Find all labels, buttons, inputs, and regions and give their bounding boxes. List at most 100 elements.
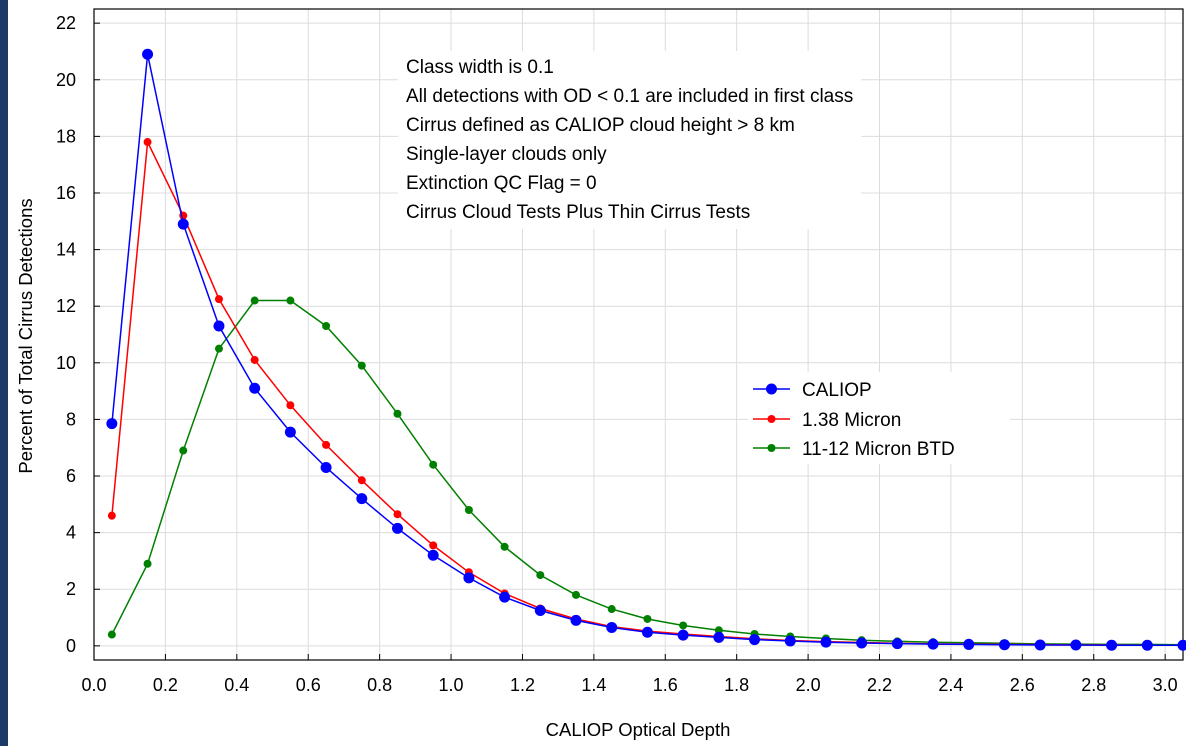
annotation-line-4: Single-layer clouds only	[406, 144, 607, 165]
legend-item-1-38-micron: 1.38 Micron	[753, 410, 901, 431]
x-tick-label: 1.8	[724, 675, 749, 695]
plot-area-frame	[93, 8, 1184, 661]
x-tick-label: 0.6	[296, 675, 321, 695]
data-point-1-38-micron	[214, 295, 223, 304]
data-point-caliop	[856, 637, 868, 649]
data-point-caliop	[106, 418, 118, 430]
data-point-caliop	[784, 635, 796, 647]
data-point-1-38-micron	[143, 138, 152, 147]
data-point-11-12-micron-btd	[643, 614, 652, 623]
legend-background	[748, 372, 1010, 464]
data-point-1-38-micron	[429, 541, 438, 550]
data-point-11-12-micron-btd	[357, 361, 366, 370]
data-point-11-12-micron-btd	[393, 409, 402, 418]
annotation-line-6: Cirrus Cloud Tests Plus Thin Cirrus Test…	[406, 202, 750, 223]
x-axis-title: CALIOP Optical Depth	[546, 719, 731, 740]
data-point-1-38-micron	[393, 510, 402, 519]
data-point-caliop	[142, 48, 154, 60]
y-tick-label: 16	[56, 183, 76, 203]
data-point-11-12-micron-btd	[500, 542, 509, 551]
data-point-caliop	[356, 493, 368, 505]
data-point-caliop	[606, 621, 618, 633]
x-tick-label: 0.8	[367, 675, 392, 695]
y-tick-label: 8	[66, 409, 76, 429]
x-tick-label: 1.4	[581, 675, 606, 695]
data-point-caliop	[641, 626, 653, 638]
data-point-caliop	[463, 572, 475, 584]
data-point-caliop	[1070, 639, 1082, 651]
data-point-11-12-micron-btd	[572, 590, 581, 599]
data-point-11-12-micron-btd	[143, 559, 152, 568]
data-point-caliop	[391, 522, 403, 534]
data-point-caliop	[177, 218, 189, 230]
annotation-line-2: All detections with OD < 0.1 are include…	[406, 86, 853, 107]
y-tick-label: 22	[56, 13, 76, 33]
data-point-11-12-micron-btd	[214, 344, 223, 353]
data-point-1-38-micron	[322, 440, 331, 449]
data-point-11-12-micron-btd	[607, 605, 616, 614]
x-tick-label: 2.8	[1081, 675, 1106, 695]
data-point-11-12-micron-btd	[679, 621, 688, 630]
axis-ticks	[93, 22, 1166, 660]
data-point-caliop	[713, 631, 725, 643]
x-tick-label: 2.2	[867, 675, 892, 695]
legend-label-11-12-micron-btd: 11-12 Micron BTD	[802, 439, 955, 460]
data-point-caliop	[820, 636, 832, 648]
data-point-caliop	[570, 614, 582, 626]
legend-marker-11-12-micron-btd	[767, 444, 776, 452]
data-point-caliop	[677, 629, 689, 641]
data-point-11-12-micron-btd	[286, 296, 295, 305]
annotation-line-5: Extinction QC Flag = 0	[406, 173, 597, 194]
data-point-11-12-micron-btd	[179, 446, 188, 455]
data-point-caliop	[1141, 639, 1153, 651]
x-tick-label: 1.6	[653, 675, 678, 695]
x-tick-label: 0.2	[153, 675, 178, 695]
x-tick-label: 2.0	[796, 675, 821, 695]
legend-label-1-38-micron: 1.38 Micron	[802, 410, 901, 431]
data-point-caliop	[213, 320, 225, 332]
data-point-11-12-micron-btd	[250, 296, 259, 305]
y-tick-labels: 0 2 4 6 8 10 12 14 16 18 20 22	[56, 13, 76, 656]
legend-item-caliop: CALIOP	[753, 380, 872, 401]
y-tick-label: 14	[56, 240, 76, 260]
legend: CALIOP 1.38 Micron 11-12 Micron BTD	[748, 372, 1010, 464]
data-point-caliop	[284, 426, 296, 438]
annotation-line-3: Cirrus defined as CALIOP cloud height > …	[406, 115, 795, 136]
annotation-line-1: Class width is 0.1	[406, 57, 554, 78]
y-tick-label: 20	[56, 70, 76, 90]
data-point-1-38-micron	[357, 476, 366, 485]
annotation-box: Class width is 0.1 All detections with O…	[398, 51, 862, 229]
legend-marker-1-38-micron	[767, 415, 776, 423]
legend-item-11-12-micron-btd: 11-12 Micron BTD	[753, 439, 955, 460]
y-tick-label: 6	[66, 466, 76, 486]
x-tick-label: 2.4	[938, 675, 963, 695]
x-tick-label: 1.0	[439, 675, 464, 695]
data-point-caliop	[427, 549, 439, 561]
series-caliop	[106, 48, 1186, 651]
y-tick-label: 4	[66, 523, 76, 543]
data-point-caliop	[320, 462, 332, 474]
left-frame-border	[0, 0, 8, 746]
x-tick-label: 1.2	[510, 675, 535, 695]
y-axis-title: Percent of Total Cirrus Detections	[15, 198, 36, 473]
x-tick-label: 2.6	[1010, 675, 1035, 695]
y-tick-label: 12	[56, 296, 76, 316]
data-point-caliop	[249, 382, 261, 394]
x-tick-label: 0.4	[224, 675, 249, 695]
data-point-11-12-micron-btd	[107, 630, 116, 639]
data-point-caliop	[1034, 639, 1046, 651]
y-tick-label: 0	[66, 636, 76, 656]
gridlines	[93, 9, 1183, 660]
data-point-1-38-micron	[107, 511, 116, 520]
series-11-12-micron-btd	[107, 296, 1186, 649]
data-point-1-38-micron	[250, 355, 259, 364]
data-point-caliop	[891, 638, 903, 650]
data-point-caliop	[927, 638, 939, 650]
data-point-caliop	[998, 639, 1010, 651]
data-point-caliop	[534, 604, 546, 616]
series-group	[106, 48, 1186, 651]
annotation-background	[398, 51, 862, 229]
data-point-1-38-micron	[286, 401, 295, 410]
data-point-caliop	[1177, 639, 1186, 651]
